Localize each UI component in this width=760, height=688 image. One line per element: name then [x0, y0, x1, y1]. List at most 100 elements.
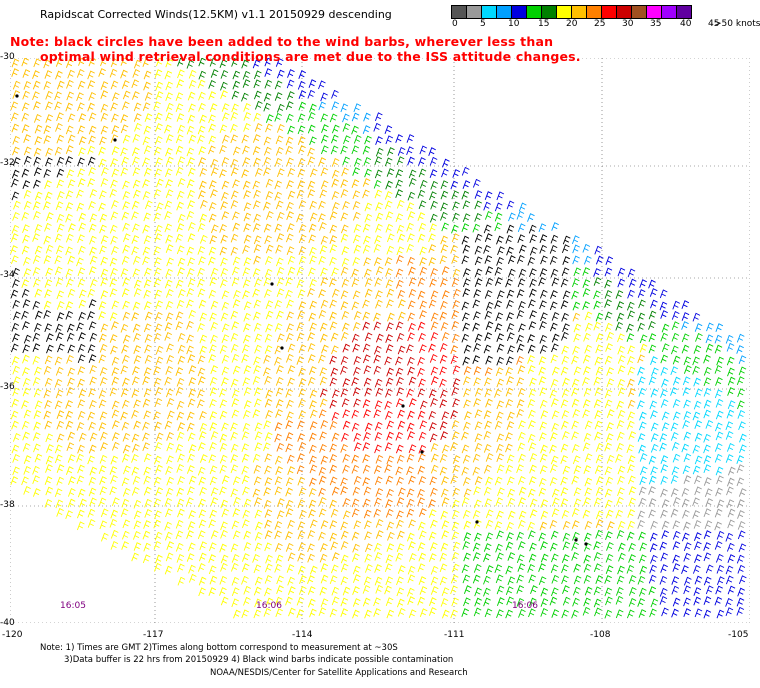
wind-barb — [738, 575, 747, 585]
wind-barb — [43, 365, 52, 375]
wind-barb — [439, 576, 448, 586]
wind-barb — [604, 442, 612, 452]
wind-barb — [373, 608, 381, 617]
wind-barb — [430, 565, 439, 575]
wind-barb — [551, 333, 560, 343]
wind-barb — [241, 431, 250, 441]
wind-barb — [177, 344, 186, 354]
wind-barb — [332, 389, 340, 399]
wind-barb — [528, 553, 537, 563]
wind-barb — [726, 499, 735, 509]
wind-barb — [12, 299, 21, 309]
wind-barb — [661, 343, 670, 353]
wind-barb — [374, 542, 382, 552]
wind-barb — [627, 289, 635, 299]
wind-barb — [319, 553, 328, 563]
wind-barb — [681, 321, 689, 330]
wind-barb — [131, 200, 140, 210]
wind-barb — [111, 168, 120, 178]
wind-barb — [430, 366, 439, 376]
wind-barb — [418, 552, 427, 562]
wind-barb — [703, 366, 712, 376]
wind-barb — [188, 388, 197, 398]
wind-barb — [507, 552, 516, 561]
wind-barb — [342, 586, 351, 596]
wind-barb — [287, 519, 295, 529]
wind-barb — [187, 432, 196, 442]
wind-barb — [187, 398, 196, 408]
wind-barb — [496, 235, 504, 245]
wind-barb — [153, 377, 162, 387]
wind-barb — [241, 134, 250, 144]
wind-barb — [428, 299, 437, 309]
wind-barb — [23, 189, 32, 199]
wind-barb — [188, 510, 196, 519]
wind-barb — [538, 563, 546, 572]
wind-barb — [253, 564, 262, 574]
wind-barb — [22, 321, 30, 330]
wind-barb — [45, 101, 53, 111]
wind-barb — [177, 453, 185, 463]
wind-barb — [683, 410, 692, 420]
wind-barb — [329, 520, 338, 529]
wind-barb — [287, 586, 296, 595]
wind-barb — [307, 598, 316, 608]
wind-barb — [144, 311, 153, 321]
wind-barb — [319, 322, 328, 332]
wind-barb — [595, 442, 604, 452]
wind-barb — [408, 444, 417, 454]
wind-barb — [583, 563, 592, 573]
wind-barb — [661, 520, 670, 530]
wind-barb — [417, 521, 426, 531]
wind-barb — [649, 400, 658, 410]
wind-barb — [516, 464, 524, 474]
wind-barb — [384, 356, 392, 366]
wind-barb — [165, 81, 174, 91]
wind-barb — [318, 289, 326, 298]
wind-barb — [155, 345, 164, 355]
wind-barb — [595, 344, 603, 354]
wind-barb — [474, 433, 483, 443]
wind-barb — [276, 333, 285, 343]
wind-barb — [485, 355, 493, 365]
wind-barb — [88, 91, 97, 101]
wind-barb — [297, 180, 306, 189]
wind-barb — [101, 166, 109, 176]
wind-barb — [595, 312, 604, 322]
wind-barb — [274, 455, 283, 465]
wind-barb — [263, 420, 272, 430]
wind-barb — [353, 520, 362, 530]
wind-barb — [153, 455, 162, 465]
wind-barb — [660, 310, 668, 319]
wind-barb — [154, 441, 163, 451]
wind-barb — [23, 268, 32, 277]
wind-barb — [176, 377, 185, 387]
wind-barb — [56, 134, 65, 144]
wind-barb — [187, 114, 196, 124]
wind-barb — [572, 586, 581, 596]
wind-barb — [593, 598, 602, 608]
wind-barb — [287, 365, 296, 374]
wind-barb — [407, 156, 415, 166]
wind-barb — [431, 453, 439, 463]
wind-barb — [100, 431, 108, 441]
wind-barb — [528, 299, 536, 309]
wind-barb — [571, 420, 580, 430]
wind-barb — [419, 179, 428, 189]
wind-barb — [408, 288, 417, 298]
wind-barb — [55, 277, 64, 287]
wind-barb — [165, 268, 173, 278]
wind-barb — [450, 609, 458, 619]
wind-barb — [417, 356, 425, 366]
wind-barb — [463, 488, 472, 498]
wind-barb — [417, 465, 426, 475]
wind-barb — [518, 510, 527, 520]
wind-barb — [111, 400, 120, 410]
wind-barb — [77, 354, 86, 364]
wind-barb — [562, 532, 571, 542]
wind-barb — [528, 476, 537, 485]
wind-barb — [451, 563, 460, 573]
colorbar-labels: 0 5 10 15 20 25 30 35 40 45 >50 knots — [452, 19, 760, 31]
wind-barb — [430, 586, 439, 595]
wind-barb — [219, 124, 228, 134]
